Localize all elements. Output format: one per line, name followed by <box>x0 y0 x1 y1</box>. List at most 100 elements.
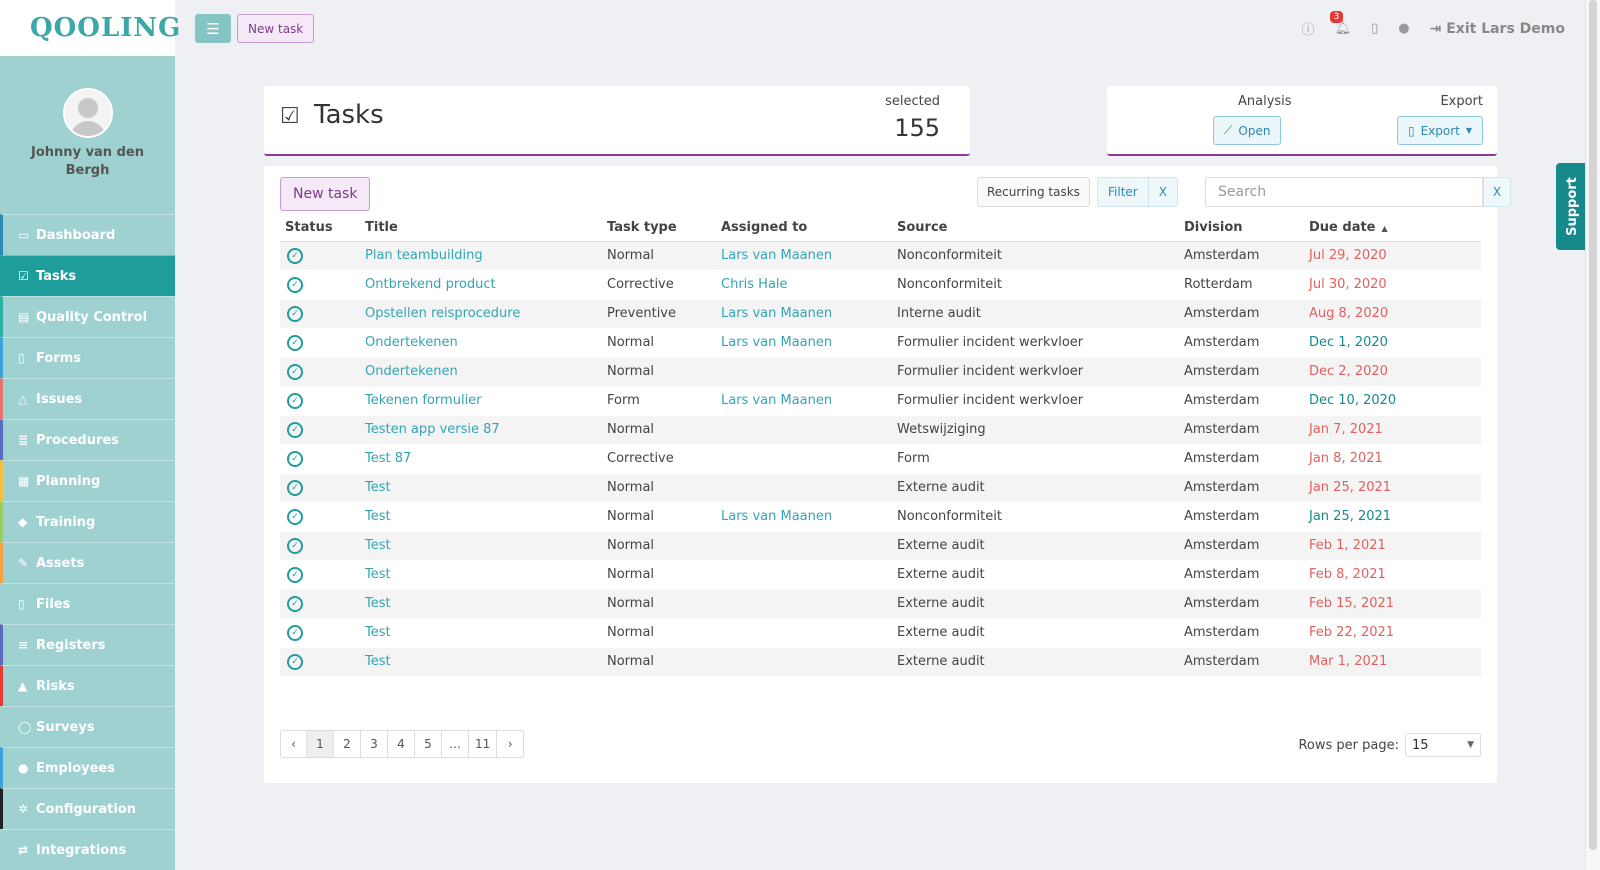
status-check-icon[interactable]: ✓ <box>287 422 303 438</box>
task-title-link[interactable]: Test <box>365 567 391 582</box>
status-check-icon[interactable]: ✓ <box>287 596 303 612</box>
task-title-link[interactable]: Test <box>365 509 391 524</box>
column-header-source[interactable]: Source <box>892 214 1179 242</box>
task-title-link[interactable]: Testen app versie 87 <box>365 422 500 437</box>
table-row[interactable]: ✓ Testen app versie 87 Normal Wetswijziging… <box>280 415 1481 445</box>
assigned-to-link[interactable]: Lars van Maanen <box>721 335 833 350</box>
assigned-to-link[interactable]: Lars van Maanen <box>721 509 833 524</box>
task-title-link[interactable]: Opstellen reisprocedure <box>365 306 521 321</box>
status-check-icon[interactable]: ✓ <box>287 480 303 496</box>
sidebar-item-risks[interactable]: ▲ Risks <box>0 665 175 706</box>
table-row[interactable]: ✓ Tekenen formulier Form Lars van Maanen For… <box>280 386 1481 416</box>
column-header-title[interactable]: Title <box>360 214 602 242</box>
sidebar-item-procedures[interactable]: ≣ Procedures <box>0 419 175 460</box>
tablet-icon[interactable]: ▯ <box>1371 21 1379 36</box>
table-row[interactable]: ✓ Ondertekenen Normal Formulier incident we… <box>280 357 1481 387</box>
notifications-bell[interactable]: 🔔︎ 3 <box>1329 11 1351 36</box>
table-row[interactable]: ✓ Opstellen reisprocedure Preventive Lars v… <box>280 299 1481 329</box>
sidebar-item-configuration[interactable]: ✲ Configuration <box>0 788 175 829</box>
column-header-assigned-to[interactable]: Assigned to <box>716 214 892 242</box>
task-title-link[interactable]: Plan teambuilding <box>365 248 483 263</box>
sidebar-item-tasks[interactable]: ☑ Tasks <box>0 255 175 296</box>
status-check-icon[interactable]: ✓ <box>287 277 303 293</box>
help-icon[interactable]: ⓘ <box>1301 23 1315 38</box>
assigned-to-link[interactable]: Lars van Maanen <box>721 306 833 321</box>
menu-toggle-button[interactable]: ☰ <box>195 14 231 43</box>
pagination-page[interactable]: 3 <box>361 730 388 758</box>
pagination-page[interactable]: 2 <box>334 730 361 758</box>
app-logo[interactable]: QOOLING <box>30 13 182 43</box>
sidebar-item-planning[interactable]: ▦ Planning <box>0 460 175 501</box>
pagination-page[interactable]: … <box>442 730 469 758</box>
status-check-icon[interactable]: ✓ <box>287 335 303 351</box>
status-check-icon[interactable]: ✓ <box>287 567 303 583</box>
pagination-page[interactable]: 4 <box>388 730 415 758</box>
table-row[interactable]: ✓ Test Normal Externe audit Amsterdam Jan 25,… <box>280 473 1481 503</box>
task-title-link[interactable]: Ondertekenen <box>365 335 458 350</box>
table-row[interactable]: ✓ Test Normal Lars van Maanen Nonconformitei… <box>280 502 1481 532</box>
table-row[interactable]: ✓ Test Normal Externe audit Amsterdam Feb 1, … <box>280 531 1481 561</box>
search-input[interactable] <box>1205 177 1483 207</box>
task-title-link[interactable]: Test <box>365 480 391 495</box>
table-row[interactable]: ✓ Test Normal Externe audit Amsterdam Feb 22,… <box>280 618 1481 648</box>
column-header-due-date[interactable]: Due date ▲ <box>1304 214 1481 242</box>
exit-demo-button[interactable]: ⇥ Exit Lars Demo <box>1430 21 1585 37</box>
status-check-icon[interactable]: ✓ <box>287 393 303 409</box>
table-row[interactable]: ✓ Ontbrekend product Corrective Chris Hale N… <box>280 270 1481 300</box>
pagination-next-button[interactable]: › <box>497 730 525 758</box>
pagination-page[interactable]: 5 <box>415 730 442 758</box>
table-row[interactable]: ✓ Test Normal Externe audit Amsterdam Feb 15,… <box>280 589 1481 619</box>
table-row[interactable]: ✓ Test Normal Externe audit Amsterdam Feb 8, … <box>280 560 1481 590</box>
sidebar-item-surveys[interactable]: ◯ Surveys <box>0 706 175 747</box>
top-new-task-button[interactable]: New task <box>237 14 315 43</box>
sidebar-item-forms[interactable]: ▯ Forms <box>0 337 175 378</box>
analysis-open-button[interactable]: ⟋ Open <box>1213 116 1282 145</box>
status-check-icon[interactable]: ✓ <box>287 248 303 264</box>
status-check-icon[interactable]: ✓ <box>287 538 303 554</box>
logo-area[interactable]: QOOLING <box>0 0 180 56</box>
task-title-link[interactable]: Ondertekenen <box>365 364 458 379</box>
table-row[interactable]: ✓ Ondertekenen Normal Lars van Maanen Formul… <box>280 328 1481 358</box>
pagination-prev-button[interactable]: ‹ <box>280 730 307 758</box>
filter-button[interactable]: Filter <box>1097 177 1149 207</box>
column-header-division[interactable]: Division <box>1179 214 1304 242</box>
task-title-link[interactable]: Tekenen formulier <box>365 393 482 408</box>
task-title-link[interactable]: Ontbrekend product <box>365 277 496 292</box>
sidebar-item-integrations[interactable]: ⇄ Integrations <box>0 829 175 870</box>
task-title-link[interactable]: Test <box>365 625 391 640</box>
table-row[interactable]: ✓ Test 87 Corrective Form Amsterdam Jan 8, 20… <box>280 444 1481 474</box>
status-check-icon[interactable]: ✓ <box>287 306 303 322</box>
sidebar-item-issues[interactable]: △ Issues <box>0 378 175 419</box>
pagination-page[interactable]: 11 <box>469 730 498 758</box>
assigned-to-link[interactable]: Lars van Maanen <box>721 393 833 408</box>
pagination-page[interactable]: 1 <box>307 730 334 758</box>
sidebar-item-employees[interactable]: ● Employees <box>0 747 175 788</box>
task-title-link[interactable]: Test <box>365 596 391 611</box>
scrollbar-thumb[interactable] <box>1589 0 1597 850</box>
sidebar-item-registers[interactable]: ≡ Registers <box>0 624 175 665</box>
status-check-icon[interactable]: ✓ <box>287 364 303 380</box>
search-clear-button[interactable]: X <box>1483 177 1511 207</box>
status-check-icon[interactable]: ✓ <box>287 625 303 641</box>
new-task-button[interactable]: New task <box>280 177 371 211</box>
export-button[interactable]: ▯ Export ▼ <box>1396 116 1483 145</box>
sidebar-item-dashboard[interactable]: ▭ Dashboard <box>0 214 175 255</box>
rows-per-page-select[interactable]: 15 ▼ <box>1405 733 1481 757</box>
support-tab[interactable]: Support <box>1556 163 1588 250</box>
recurring-tasks-button[interactable]: Recurring tasks <box>977 177 1090 207</box>
sidebar-item-assets[interactable]: ✎ Assets <box>0 542 175 583</box>
filter-clear-button[interactable]: X <box>1148 177 1178 207</box>
user-icon[interactable]: ● <box>1398 21 1410 36</box>
avatar[interactable] <box>62 88 113 138</box>
status-check-icon[interactable]: ✓ <box>287 451 303 467</box>
page-scrollbar[interactable] <box>1585 0 1600 870</box>
table-row[interactable]: ✓ Test Normal Externe audit Amsterdam Mar 1, … <box>280 647 1481 677</box>
status-check-icon[interactable]: ✓ <box>287 654 303 670</box>
sidebar-item-files[interactable]: ▯ Files <box>0 583 175 624</box>
assigned-to-link[interactable]: Chris Hale <box>721 277 788 292</box>
task-title-link[interactable]: Test <box>365 654 391 669</box>
sidebar-item-training[interactable]: ◆ Training <box>0 501 175 542</box>
sidebar-item-quality-control[interactable]: ▤ Quality Control <box>0 296 175 337</box>
assigned-to-link[interactable]: Lars van Maanen <box>721 248 833 263</box>
status-check-icon[interactable]: ✓ <box>287 509 303 525</box>
